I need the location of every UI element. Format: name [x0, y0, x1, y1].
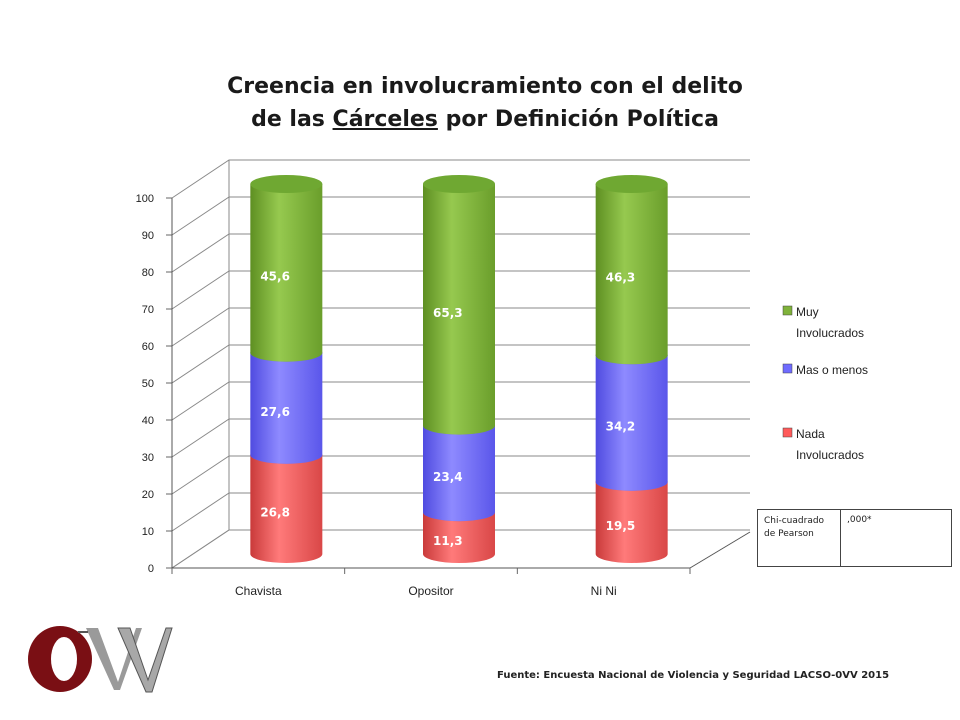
gridline — [171, 529, 750, 569]
data-label: 11,3 — [433, 534, 463, 548]
chart-title: Creencia en involucramiento con el delit… — [150, 70, 820, 136]
legend-label: Mas o menos — [796, 363, 868, 377]
segment-body — [250, 184, 323, 362]
gridline — [171, 455, 750, 495]
source-note: Fuente: Encuesta Nacional de Violencia y… — [497, 670, 890, 681]
gridline — [171, 381, 750, 421]
chart-legend: Muy Involucrados Mas o menos Nada Involucrad… — [782, 305, 868, 462]
y-tick-label: 70 — [142, 304, 154, 316]
title-underlined: Cárceles — [332, 107, 438, 132]
data-label: 27,6 — [260, 405, 290, 419]
legend-swatch — [782, 427, 793, 438]
y-tick-label: 10 — [142, 526, 154, 538]
cylinder-segment — [250, 175, 323, 362]
gridline — [171, 492, 750, 532]
gridline — [171, 307, 750, 347]
y-tick-label: 40 — [142, 415, 154, 427]
segment-body — [595, 355, 668, 491]
legend-label: Involucrados — [796, 326, 864, 340]
cylinder-segment — [423, 175, 495, 435]
y-tick-label: 100 — [136, 193, 154, 205]
segment-body — [595, 481, 668, 563]
stats-value: ,000* — [840, 509, 952, 567]
chart-grid — [171, 159, 750, 569]
gridline — [171, 196, 750, 236]
segment-body — [423, 184, 495, 435]
cylinder-segment — [250, 343, 323, 464]
gridline — [171, 418, 750, 458]
data-label: 65,3 — [433, 306, 463, 320]
data-label: 34,2 — [606, 420, 636, 434]
legend-label: Muy — [796, 305, 819, 319]
x-tick-label: Ni Ni — [591, 584, 617, 598]
y-tick-label: 0 — [148, 563, 154, 575]
legend-swatch — [782, 363, 793, 374]
segment-cap — [595, 175, 668, 193]
legend-swatch — [782, 305, 793, 316]
x-tick-label: Chavista — [235, 584, 282, 598]
y-tick-label: 20 — [142, 489, 154, 501]
y-tick-label: 50 — [142, 378, 154, 390]
y-tick-label: 60 — [142, 341, 154, 353]
y-tick-label: 30 — [142, 452, 154, 464]
ovv-logo — [28, 626, 173, 693]
stats-label: Chi-cuadrado de Pearson — [757, 509, 841, 567]
chart-bars — [250, 175, 668, 563]
cylinder-segment — [595, 175, 668, 365]
x-tick-label: Opositor — [408, 584, 453, 598]
segment-body — [423, 425, 495, 522]
title-pre: de las — [251, 107, 333, 132]
chart-title-line2: de las Cárceles por Definición Política — [150, 103, 820, 136]
floor-right-edge — [689, 531, 751, 569]
chart-title-line1: Creencia en involucramiento con el delit… — [227, 74, 743, 99]
data-label: 46,3 — [606, 271, 636, 285]
data-label: 45,6 — [260, 269, 290, 283]
chart-axes: 0 10 20 30 40 50 60 70 80 90 100 Chavista Opositor Ni… — [136, 193, 751, 598]
segment-body — [250, 454, 323, 563]
gridline — [171, 159, 750, 199]
y-tick-label: 80 — [142, 267, 154, 279]
segment-body — [595, 184, 668, 365]
segment-body — [423, 512, 495, 563]
cylinder-segment — [595, 346, 668, 491]
gridline — [171, 233, 750, 273]
title-post: por Definición Política — [437, 107, 719, 132]
legend-label: Nada — [796, 427, 825, 441]
segment-body — [250, 352, 323, 464]
data-label: 23,4 — [433, 470, 463, 484]
data-label: 26,8 — [260, 505, 290, 519]
gridline — [171, 270, 750, 310]
legend-label: Involucrados — [796, 448, 864, 462]
segment-cap — [250, 175, 323, 193]
y-tick-label: 90 — [142, 230, 154, 242]
chart-data-labels: 26,8 27,6 45,6 11,3 23,4 65,3 19,5 34,2 46,3 — [260, 269, 635, 548]
segment-cap — [423, 175, 495, 193]
chi-square-table: Chi-cuadrado de Pearson ,000* — [757, 509, 952, 567]
gridline — [171, 344, 750, 384]
data-label: 19,5 — [606, 519, 636, 533]
